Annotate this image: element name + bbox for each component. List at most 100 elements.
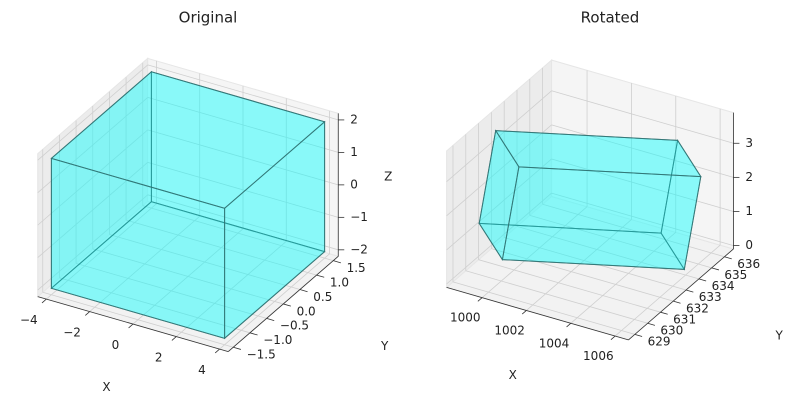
tick-mark — [724, 256, 732, 260]
x-tick-label: 1006 — [583, 349, 614, 363]
z-tick-label: 2 — [745, 170, 753, 184]
tick-mark — [566, 322, 572, 328]
grid-line — [59, 277, 251, 334]
face — [50, 157, 226, 339]
x-tick-label: 2 — [155, 350, 163, 364]
grid-line — [452, 281, 635, 335]
tick-mark — [233, 346, 241, 350]
z-tick-label: 1 — [350, 145, 358, 159]
grid-line — [478, 259, 661, 313]
grid-line — [570, 232, 677, 324]
tick-mark — [316, 274, 325, 278]
grid-line — [92, 248, 284, 305]
grid-line — [147, 161, 339, 218]
tick-mark — [521, 310, 527, 315]
grid-line — [465, 270, 648, 324]
grid-line — [147, 97, 339, 153]
tick-mark — [283, 303, 291, 307]
x-tick-label: −2 — [63, 325, 81, 339]
tick-mark — [477, 297, 483, 302]
axis-line — [37, 296, 229, 352]
y-tick-label: 631 — [673, 312, 696, 326]
z-tick-label: 1 — [745, 204, 753, 218]
grid-line — [446, 124, 552, 217]
y-tick-label: 635 — [724, 268, 747, 282]
tick-mark — [41, 298, 47, 304]
x-tick-label: 0 — [112, 338, 120, 352]
tick-mark — [85, 311, 90, 316]
y-tick-label: 630 — [660, 323, 683, 337]
face — [501, 166, 702, 270]
tick-mark — [647, 322, 656, 326]
tick-mark — [299, 289, 308, 293]
grid-line — [142, 205, 334, 262]
x-tick-label: 1002 — [494, 324, 525, 338]
axis-line — [446, 287, 629, 341]
grid-line — [446, 158, 552, 251]
chart-title: Rotated — [581, 9, 640, 27]
y-tick-label: 632 — [686, 301, 709, 315]
grid-line — [529, 214, 712, 269]
z-axis-label: Z — [384, 169, 392, 183]
tick-mark — [610, 335, 616, 341]
tick-mark — [171, 336, 177, 341]
grid-line — [37, 97, 149, 193]
tick-mark — [711, 267, 720, 271]
grid-line — [42, 291, 234, 348]
y-axis-label: Y — [774, 329, 783, 343]
y-tick-label: −0.5 — [280, 319, 309, 333]
y-tick-label: 0.5 — [313, 290, 332, 304]
y-tick-label: −1.5 — [247, 348, 276, 362]
axis-line — [628, 248, 734, 341]
grid-line — [542, 203, 725, 258]
x-tick-label: 1000 — [450, 311, 481, 325]
y-tick-label: −1.0 — [263, 333, 292, 347]
tick-mark — [634, 333, 643, 337]
y-tick-label: 1.0 — [330, 275, 349, 289]
grid-line — [109, 234, 301, 290]
grid-line — [147, 64, 339, 121]
grid-line — [37, 194, 149, 291]
z-tick-label: −1 — [350, 210, 368, 224]
y-tick-label: 0.0 — [297, 304, 316, 318]
grid-line — [37, 64, 149, 161]
x-axis-label: X — [102, 380, 110, 394]
tick-mark — [673, 300, 681, 304]
tick-mark — [698, 278, 707, 282]
z-tick-label: 2 — [350, 112, 358, 126]
tick-mark — [128, 323, 134, 329]
y-tick-label: 1.5 — [347, 261, 366, 275]
tick-mark — [249, 332, 258, 336]
grid-line — [446, 192, 552, 285]
z-tick-label: −2 — [350, 242, 368, 256]
grid-line — [551, 192, 734, 246]
grid-line — [125, 219, 317, 276]
y-tick-label: 634 — [712, 279, 735, 293]
x-axis-label: X — [509, 368, 517, 382]
grid-line — [504, 237, 687, 291]
grid-line — [551, 124, 734, 178]
z-tick-label: 3 — [745, 136, 753, 150]
tick-mark — [333, 260, 341, 264]
grid-line — [516, 226, 699, 280]
grid-line — [551, 158, 734, 212]
grid-line — [37, 162, 149, 258]
y-tick-label: 633 — [699, 290, 722, 304]
z-tick-label: 0 — [745, 238, 753, 252]
chart-title: Original — [179, 9, 238, 27]
grid-line — [147, 194, 339, 251]
grid-line — [75, 262, 267, 319]
tick-mark — [266, 317, 275, 321]
axis-line — [227, 256, 339, 352]
grid-line — [147, 129, 339, 186]
grid-line — [614, 244, 721, 337]
z-tick-label: 0 — [350, 177, 358, 191]
tick-mark — [214, 348, 220, 354]
y-axis-label: Y — [380, 339, 389, 353]
x-tick-label: 1004 — [539, 336, 570, 350]
grid-line — [481, 206, 588, 298]
grid-line — [37, 129, 149, 226]
grid-line — [551, 90, 734, 144]
